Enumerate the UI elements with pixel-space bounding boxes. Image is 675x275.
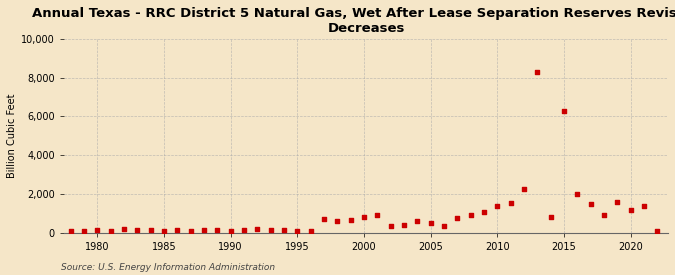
Point <box>265 227 276 232</box>
Point <box>398 222 409 227</box>
Y-axis label: Billion Cubic Feet: Billion Cubic Feet <box>7 94 17 178</box>
Point <box>652 229 663 233</box>
Point <box>479 210 489 214</box>
Point <box>305 229 316 233</box>
Point <box>465 213 476 217</box>
Title: Annual Texas - RRC District 5 Natural Gas, Wet After Lease Separation Reserves R: Annual Texas - RRC District 5 Natural Ga… <box>32 7 675 35</box>
Point <box>452 216 463 220</box>
Point <box>225 229 236 233</box>
Point <box>185 229 196 233</box>
Point <box>385 223 396 228</box>
Point <box>559 109 570 113</box>
Point <box>532 70 543 75</box>
Point <box>78 229 89 233</box>
Point <box>252 227 263 231</box>
Point <box>492 204 503 208</box>
Point <box>545 214 556 219</box>
Point <box>65 229 76 234</box>
Point <box>172 228 183 232</box>
Point <box>372 213 383 218</box>
Point <box>345 217 356 222</box>
Point <box>238 228 249 233</box>
Point <box>518 187 529 192</box>
Point <box>439 224 450 228</box>
Point <box>358 215 369 219</box>
Point <box>332 219 343 223</box>
Point <box>105 229 116 233</box>
Point <box>599 213 610 217</box>
Point <box>585 202 596 206</box>
Point <box>612 200 623 204</box>
Point <box>572 192 583 196</box>
Point <box>198 228 209 233</box>
Point <box>639 204 649 208</box>
Point <box>425 221 436 225</box>
Point <box>132 228 142 232</box>
Point <box>292 229 302 234</box>
Point <box>92 228 103 233</box>
Point <box>506 201 516 206</box>
Point <box>145 227 156 232</box>
Point <box>119 227 130 231</box>
Point <box>279 228 290 232</box>
Point <box>319 216 329 221</box>
Text: Source: U.S. Energy Information Administration: Source: U.S. Energy Information Administ… <box>61 263 275 272</box>
Point <box>52 230 63 234</box>
Point <box>159 229 169 233</box>
Point <box>625 207 636 212</box>
Point <box>212 228 223 232</box>
Point <box>412 219 423 223</box>
